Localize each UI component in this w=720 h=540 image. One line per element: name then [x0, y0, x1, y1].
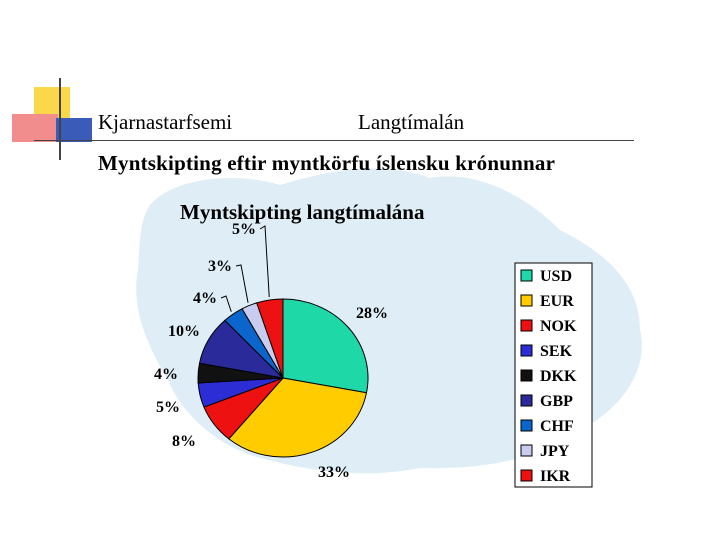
- legend-label-jpy: JPY: [540, 443, 570, 460]
- slice-labels: 28% 33% 8% 5% 4% 10% 4% 3% 5%: [154, 221, 388, 481]
- header-right-label: Langtímalán: [358, 110, 465, 134]
- deco-blue-block: [56, 118, 92, 142]
- legend-swatch-sek: [520, 344, 533, 357]
- legend-swatch-usd: [520, 269, 533, 282]
- legend: USD EUR NOK SEK DKK GBP CHF JPY IKR: [514, 262, 593, 488]
- legend-swatch-gbp: [520, 394, 533, 407]
- legend-swatch-ikr: [520, 469, 533, 482]
- slice-label-jpy: 3%: [208, 258, 232, 275]
- slice-label-chf: 4%: [193, 290, 217, 307]
- leader-line-ikr: [259, 225, 270, 298]
- legend-label-eur: EUR: [540, 293, 574, 310]
- legend-swatch-nok: [520, 319, 533, 332]
- leader-line-jpy: [235, 264, 249, 303]
- leader-lines: [220, 225, 270, 312]
- pie-slice-ikr: [256, 298, 284, 379]
- pie-slices: [197, 298, 369, 458]
- deco-vertical-line: [59, 78, 61, 160]
- legend-label-sek: SEK: [540, 343, 573, 360]
- legend-swatch-chf: [520, 419, 533, 432]
- legend-label-nok: NOK: [540, 318, 577, 335]
- legend-label-dkk: DKK: [540, 368, 577, 385]
- deco-horizontal-line: [34, 140, 634, 141]
- legend-swatch-dkk: [520, 369, 533, 382]
- slice-label-eur: 33%: [318, 464, 350, 481]
- legend-swatch-jpy: [520, 444, 533, 457]
- leader-line-chf: [220, 295, 232, 312]
- slice-label-usd: 28%: [356, 305, 388, 322]
- slice-label-ikr: 5%: [232, 221, 256, 238]
- legend-label-ikr: IKR: [540, 468, 571, 485]
- chart-title: Myntskipting langtímalána: [180, 200, 425, 224]
- slice-label-gbp: 10%: [168, 323, 200, 340]
- deco-red-block: [12, 114, 58, 142]
- legend-label-usd: USD: [540, 268, 572, 285]
- legend-label-chf: CHF: [540, 418, 574, 435]
- slice-label-sek: 5%: [156, 399, 180, 416]
- header-left-label: Kjarnastarfsemi: [98, 110, 233, 134]
- pie-slice-usd: [282, 298, 369, 394]
- legend-swatch-eur: [520, 294, 533, 307]
- slice-label-dkk: 4%: [154, 366, 178, 383]
- slide-title: Myntskipting eftir myntkörfu íslensku kr…: [98, 151, 556, 175]
- slice-label-nok: 8%: [172, 433, 196, 450]
- pie-slice-eur: [228, 377, 368, 458]
- legend-label-gbp: GBP: [540, 393, 573, 410]
